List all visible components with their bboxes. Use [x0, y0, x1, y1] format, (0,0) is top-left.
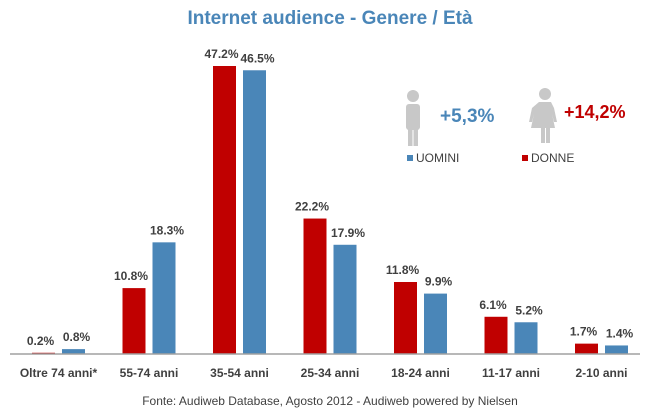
bar-uomini	[152, 242, 176, 354]
chart-title: Internet audience - Genere / Età	[187, 8, 473, 29]
bar-donne	[213, 66, 236, 354]
x-tick-label: Oltre 74 anni*	[20, 366, 98, 380]
legend-label-donne: DONNE	[531, 151, 574, 165]
data-label: 0.2%	[27, 334, 55, 348]
data-label: 11.8%	[386, 263, 420, 277]
source-note: Fonte: Audiweb Database, Agosto 2012 - A…	[142, 394, 518, 408]
men-growth: +5,3%	[440, 106, 495, 127]
data-label: 0.8%	[63, 330, 91, 344]
data-label: 1.4%	[606, 326, 634, 340]
data-label: 17.9%	[331, 226, 365, 240]
x-tick-label: 18-24 anni	[391, 366, 450, 380]
bar-uomini	[62, 349, 85, 354]
legend-swatch-donne	[522, 155, 528, 161]
legend-swatch-uomini	[407, 155, 413, 161]
woman-icon	[529, 88, 557, 143]
x-tick-label: 2-10 anni	[575, 366, 627, 380]
man-icon	[406, 90, 420, 146]
women-growth: +14,2%	[564, 102, 626, 122]
x-tick-label: 25-34 anni	[301, 366, 360, 380]
data-label: 1.7%	[570, 325, 598, 339]
bar-donne	[122, 288, 146, 354]
bar-uomini	[605, 345, 628, 354]
data-label: 47.2%	[204, 47, 238, 61]
bar-donne	[575, 343, 598, 354]
data-label: 18.3%	[150, 223, 184, 237]
bar-uomini	[333, 244, 357, 354]
data-label: 5.2%	[515, 303, 543, 317]
bar-uomini	[243, 70, 266, 355]
x-tick-label: 11-17 anni	[482, 366, 540, 380]
x-tick-label: 35-54 anni	[210, 366, 269, 380]
data-label: 46.5%	[240, 51, 274, 65]
data-label: 9.9%	[425, 275, 453, 289]
bar-donne	[303, 218, 327, 354]
bar-uomini	[514, 322, 538, 354]
legend-label-uomini: UOMINI	[416, 151, 459, 165]
bar-donne	[394, 282, 417, 354]
x-tick-label: 55-74 anni	[120, 366, 179, 380]
bar-uomini	[424, 293, 447, 354]
data-label: 22.2%	[295, 200, 329, 214]
bar-donne	[484, 316, 508, 354]
data-label: 10.8%	[114, 269, 148, 283]
data-label: 6.1%	[479, 298, 507, 312]
